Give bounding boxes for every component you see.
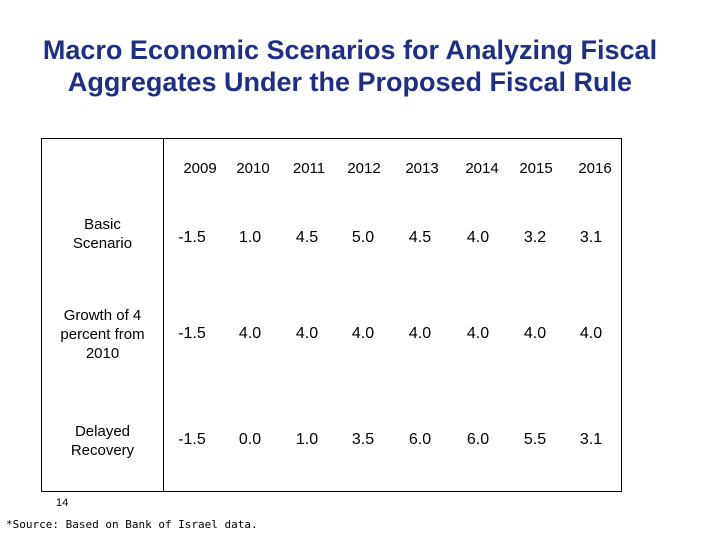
year-header: 2014 xyxy=(465,160,499,177)
title-line-1: Macro Economic Scenarios for Analyzing F… xyxy=(42,35,658,65)
source-note: *Source: Based on Bank of Israel data. xyxy=(6,518,258,531)
page-number: 14 xyxy=(56,497,69,509)
slide-title: Macro Economic Scenarios for Analyzing F… xyxy=(0,34,700,98)
table-cell: -1.5 xyxy=(178,229,206,246)
table-cell: 3.1 xyxy=(579,229,603,246)
table-cell: 1.0 xyxy=(295,431,319,448)
table-cell: 4.0 xyxy=(466,229,490,246)
year-header: 2012 xyxy=(347,160,381,177)
row-label-column xyxy=(41,138,164,492)
table-cell: 1.0 xyxy=(238,229,262,246)
year-header: 2013 xyxy=(405,160,439,177)
year-header: 2011 xyxy=(292,160,326,177)
year-header: 2009 xyxy=(183,160,217,177)
year-header: 2015 xyxy=(519,160,553,177)
table-cell: 4.0 xyxy=(238,325,262,342)
table-cell: 4.0 xyxy=(466,325,490,342)
table-cell: 4.0 xyxy=(295,325,319,342)
year-header: 2016 xyxy=(578,160,612,177)
table-cell: 4.0 xyxy=(579,325,603,342)
table-cell: 5.5 xyxy=(523,431,547,448)
row-label-basic-scenario: Basic Scenario xyxy=(72,216,133,252)
table-cell: 3.1 xyxy=(579,431,603,448)
table-cell: -1.5 xyxy=(178,431,206,448)
table-cell: 4.0 xyxy=(351,325,375,342)
table-cell: 6.0 xyxy=(408,431,432,448)
table-cell: 0.0 xyxy=(238,431,262,448)
table-cell: 4.0 xyxy=(523,325,547,342)
table-cell: 5.0 xyxy=(351,229,375,246)
table-cell: -1.5 xyxy=(178,325,206,342)
table-cell: 4.5 xyxy=(295,229,319,246)
row-label-delayed-recovery: Delayed Recovery xyxy=(70,423,135,459)
table-cell: 4.5 xyxy=(408,229,432,246)
year-header: 2010 xyxy=(236,160,270,177)
table-cell: 6.0 xyxy=(466,431,490,448)
title-line-2: Aggregates Under the Proposed Fiscal Rul… xyxy=(67,67,633,97)
table-cell: 4.0 xyxy=(408,325,432,342)
scenario-table xyxy=(41,138,622,492)
table-cell: 3.2 xyxy=(523,229,547,246)
table-cell: 3.5 xyxy=(351,431,375,448)
row-label-growth-4-percent: Growth of 4 percent from 2010 xyxy=(60,307,145,362)
